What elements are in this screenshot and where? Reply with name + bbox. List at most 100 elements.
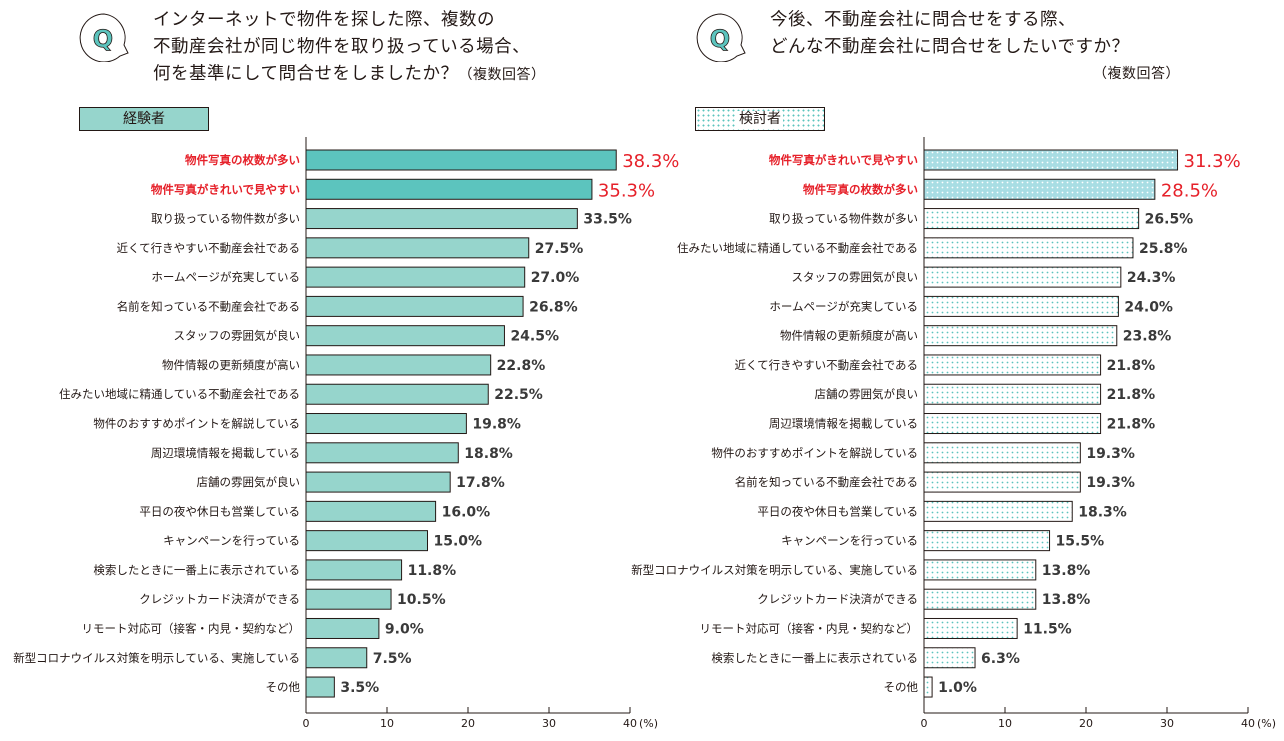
category-label: リモート対応可（接客・内見・契約など） [82, 621, 301, 635]
bar [923, 149, 1179, 171]
value-label: 21.8% [1107, 358, 1156, 374]
category-label: クレジットカード決済ができる [139, 592, 300, 606]
bar [305, 500, 437, 522]
bar [923, 383, 1102, 405]
category-label: 物件のおすすめポイントを解説している [93, 417, 300, 431]
bar [923, 559, 1037, 581]
value-label: 25.8% [1139, 241, 1188, 257]
bar [305, 588, 392, 610]
legend-experienced: 経験者 [79, 107, 209, 131]
bar [923, 676, 933, 698]
bar [305, 442, 459, 464]
bar [305, 647, 368, 669]
category-label: 近くて行きやすい不動産会社である [116, 241, 300, 255]
value-label: 3.5% [340, 680, 379, 696]
value-label: 38.3% [622, 151, 679, 172]
bar [923, 266, 1122, 288]
value-label: 9.0% [385, 621, 424, 637]
category-label: スタッフの雰囲気が良い [792, 270, 919, 284]
category-label: 物件写真の枚数が多い [803, 182, 918, 196]
x-tick-label: 40 [623, 717, 637, 730]
category-label: 取り扱っている物件数が多い [151, 212, 300, 226]
bar [305, 266, 526, 288]
x-unit-label: (%) [1257, 717, 1276, 730]
bar [923, 617, 1018, 639]
bar [923, 442, 1081, 464]
x-tick-label: 0 [303, 717, 310, 730]
category-label: 検索したときに一番上に表示されている [711, 651, 918, 665]
bar [305, 471, 451, 493]
bar [923, 325, 1118, 347]
value-label: 17.8% [456, 475, 505, 491]
category-label: 店舗の雰囲気が良い [815, 387, 919, 401]
bar [305, 676, 335, 698]
value-label: 35.3% [598, 180, 655, 201]
value-label: 33.5% [583, 212, 632, 228]
category-label: 物件情報の更新頻度が高い [780, 329, 918, 343]
q-bubble-icon: Q [696, 13, 746, 62]
category-label: 周辺環境情報を掲載している [151, 446, 300, 460]
value-label: 7.5% [373, 651, 412, 667]
category-label: 取り扱っている物件数が多い [769, 212, 918, 226]
category-label: 名前を知っている不動産会社である [735, 475, 918, 489]
category-label: 近くて行きやすい不動産会社である [734, 358, 918, 372]
bar [923, 530, 1051, 552]
category-label: その他 [266, 680, 301, 694]
value-label: 19.3% [1086, 446, 1135, 462]
x-tick-label: 0 [921, 717, 928, 730]
category-label: その他 [884, 680, 919, 694]
category-label: ホームページが充実している [769, 299, 918, 313]
legend-considering: 検討者 [695, 107, 825, 131]
x-tick-label: 40 [1241, 717, 1255, 730]
category-label: 物件情報の更新頻度が高い [162, 358, 300, 372]
value-label: 21.8% [1107, 417, 1156, 433]
category-label: 物件のおすすめポイントを解説している [711, 446, 918, 460]
value-label: 27.5% [535, 241, 584, 257]
category-label: 検索したときに一番上に表示されている [93, 563, 300, 577]
category-label: 平日の夜や休日も営業している [757, 504, 918, 518]
value-label: 28.5% [1161, 180, 1218, 201]
x-tick-label: 20 [1079, 717, 1093, 730]
value-label: 1.0% [938, 680, 977, 696]
value-label: 22.8% [497, 358, 546, 374]
x-unit-label: (%) [639, 717, 658, 730]
question-left: インターネットで物件を探した際、複数の 不動産会社が同じ物件を取り扱っている場合、… [153, 10, 546, 84]
bar [923, 471, 1081, 493]
value-label: 31.3% [1184, 151, 1241, 172]
category-label: ホームページが充実している [151, 270, 300, 284]
value-label: 27.0% [531, 270, 580, 286]
category-label: 物件写真の枚数が多い [185, 153, 300, 167]
svg-text:Q: Q [710, 25, 730, 53]
category-label: 平日の夜や休日も営業している [139, 504, 300, 518]
q-bubble-icon: Q [79, 13, 129, 62]
value-label: 13.8% [1042, 563, 1091, 579]
bar [305, 178, 593, 200]
value-label: 19.3% [1086, 475, 1135, 491]
category-label: 新型コロナウイルス対策を明示している、実施している [631, 563, 918, 577]
x-tick-label: 10 [380, 717, 394, 730]
x-tick-label: 30 [542, 717, 556, 730]
x-tick-label: 30 [1160, 717, 1174, 730]
bar [305, 208, 578, 230]
bar [923, 178, 1156, 200]
bar [923, 500, 1073, 522]
category-label: 店舗の雰囲気が良い [197, 475, 301, 489]
value-label: 11.5% [1023, 621, 1072, 637]
bar [305, 325, 505, 347]
bar [305, 530, 428, 552]
value-label: 15.0% [434, 534, 483, 550]
value-label: 22.5% [494, 387, 543, 403]
x-tick-label: 20 [461, 717, 475, 730]
value-label: 23.8% [1123, 329, 1172, 345]
category-label: 新型コロナウイルス対策を明示している、実施している [13, 651, 300, 665]
value-label: 26.8% [529, 299, 578, 315]
category-label: リモート対応可（接客・内見・契約など） [700, 621, 919, 635]
bar [923, 647, 976, 669]
bar [305, 413, 467, 435]
value-label: 26.5% [1145, 212, 1194, 228]
value-label: 18.8% [464, 446, 513, 462]
category-label: 物件写真がきれいで見やすい [151, 182, 300, 196]
category-label: スタッフの雰囲気が良い [174, 329, 301, 343]
value-label: 11.8% [408, 563, 457, 579]
